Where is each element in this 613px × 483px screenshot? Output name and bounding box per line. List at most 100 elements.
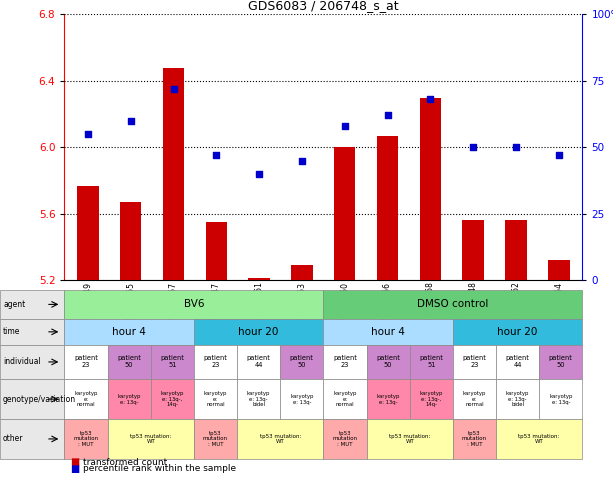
Bar — [77, 185, 99, 280]
Text: tp53
mutation
: MUT: tp53 mutation : MUT — [462, 431, 487, 447]
Title: GDS6083 / 206748_s_at: GDS6083 / 206748_s_at — [248, 0, 398, 12]
Text: karyotyp
e: 13q-
bidel: karyotyp e: 13q- bidel — [247, 391, 270, 407]
Bar — [291, 265, 313, 280]
Bar — [107, 379, 151, 419]
Bar — [505, 220, 527, 280]
Text: BV6: BV6 — [184, 299, 204, 310]
Bar — [205, 222, 227, 280]
Text: karyotyp
e: 13q-: karyotyp e: 13q- — [549, 394, 573, 404]
Bar — [548, 260, 569, 280]
Bar — [280, 379, 324, 419]
Bar — [120, 202, 142, 280]
Bar — [334, 147, 356, 280]
Bar — [151, 379, 194, 419]
Bar — [194, 379, 237, 419]
Text: tp53 mutation:
WT: tp53 mutation: WT — [389, 434, 430, 444]
Bar — [324, 379, 367, 419]
Text: patient
50: patient 50 — [376, 355, 400, 369]
Point — [511, 143, 521, 151]
Bar — [367, 345, 409, 379]
Bar — [64, 345, 107, 379]
Bar — [151, 345, 194, 379]
Text: tp53 mutation:
WT: tp53 mutation: WT — [519, 434, 560, 444]
Text: hour 20: hour 20 — [238, 327, 279, 337]
Point — [383, 112, 392, 119]
Text: karyotyp
e:
normal: karyotyp e: normal — [74, 391, 97, 407]
Bar — [248, 279, 270, 280]
Point — [211, 152, 221, 159]
Bar — [0, 345, 64, 379]
Text: hour 20: hour 20 — [497, 327, 538, 337]
Point — [83, 130, 93, 138]
Bar — [377, 136, 398, 280]
Bar — [496, 379, 539, 419]
Text: patient
50: patient 50 — [117, 355, 141, 369]
Bar — [409, 379, 453, 419]
Bar — [194, 419, 237, 459]
Bar — [237, 345, 280, 379]
Bar — [280, 345, 324, 379]
Text: patient
44: patient 44 — [246, 355, 270, 369]
Point — [297, 156, 307, 164]
Bar — [237, 379, 280, 419]
Text: karyotyp
e: 13q-,
14q-: karyotyp e: 13q-, 14q- — [161, 391, 184, 407]
Point — [254, 170, 264, 178]
Text: patient
51: patient 51 — [419, 355, 443, 369]
Text: tp53
mutation
: MUT: tp53 mutation : MUT — [74, 431, 99, 447]
Text: agent: agent — [3, 300, 25, 309]
Bar — [496, 345, 539, 379]
Bar — [64, 419, 107, 459]
Text: karyotyp
e:
normal: karyotyp e: normal — [204, 391, 227, 407]
Text: karyotyp
e:
normal: karyotyp e: normal — [463, 391, 486, 407]
Text: patient
50: patient 50 — [549, 355, 573, 369]
Text: hour 4: hour 4 — [112, 327, 146, 337]
Bar — [194, 319, 324, 345]
Bar — [163, 68, 185, 280]
Text: patient
44: patient 44 — [506, 355, 530, 369]
Bar — [324, 345, 367, 379]
Text: ■: ■ — [70, 457, 80, 467]
Bar — [324, 290, 582, 319]
Point — [554, 152, 564, 159]
Bar — [367, 419, 453, 459]
Bar — [64, 290, 324, 319]
Bar — [453, 319, 582, 345]
Text: tp53
mutation
: MUT: tp53 mutation : MUT — [332, 431, 357, 447]
Text: karyotyp
e: 13q-: karyotyp e: 13q- — [118, 394, 141, 404]
Bar — [420, 98, 441, 280]
Text: genotype/variation: genotype/variation — [3, 395, 76, 404]
Bar — [0, 319, 64, 345]
Text: tp53 mutation:
WT: tp53 mutation: WT — [259, 434, 301, 444]
Text: karyotyp
e: 13q-: karyotyp e: 13q- — [376, 394, 400, 404]
Bar — [0, 419, 64, 459]
Bar — [367, 379, 409, 419]
Bar — [409, 345, 453, 379]
Text: tp53
mutation
: MUT: tp53 mutation : MUT — [203, 431, 228, 447]
Point — [468, 143, 478, 151]
Text: transformed count: transformed count — [83, 458, 167, 467]
Point — [169, 85, 178, 93]
Bar — [539, 345, 582, 379]
Point — [425, 96, 435, 103]
Text: karyotyp
e: 13q-,
14q-: karyotyp e: 13q-, 14q- — [419, 391, 443, 407]
Bar — [453, 345, 496, 379]
Text: other: other — [3, 434, 23, 443]
Bar — [107, 345, 151, 379]
Text: tp53 mutation:
WT: tp53 mutation: WT — [130, 434, 172, 444]
Bar — [237, 419, 324, 459]
Text: karyotyp
e: 13q-
bidel: karyotyp e: 13q- bidel — [506, 391, 529, 407]
Bar — [462, 220, 484, 280]
Text: patient
23: patient 23 — [204, 355, 227, 369]
Text: hour 4: hour 4 — [371, 327, 405, 337]
Bar — [0, 379, 64, 419]
Text: patient
51: patient 51 — [161, 355, 185, 369]
Bar — [324, 419, 367, 459]
Bar — [453, 419, 496, 459]
Point — [126, 117, 135, 125]
Text: patient
23: patient 23 — [74, 355, 98, 369]
Bar — [324, 319, 453, 345]
Bar — [107, 419, 194, 459]
Text: individual: individual — [3, 357, 41, 367]
Bar — [64, 319, 194, 345]
Text: time: time — [3, 327, 20, 336]
